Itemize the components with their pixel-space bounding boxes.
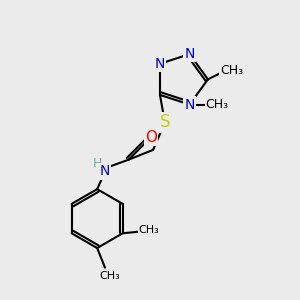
Text: CH₃: CH₃: [206, 98, 229, 111]
Text: N: N: [100, 164, 110, 178]
Text: N: N: [155, 57, 165, 71]
Text: CH₃: CH₃: [220, 64, 243, 77]
Text: S: S: [160, 113, 170, 131]
Text: CH₃: CH₃: [139, 225, 160, 236]
Text: N: N: [184, 98, 195, 112]
Text: CH₃: CH₃: [100, 271, 120, 281]
Text: O: O: [145, 130, 157, 145]
Text: N: N: [184, 47, 195, 61]
Text: H: H: [92, 157, 102, 170]
